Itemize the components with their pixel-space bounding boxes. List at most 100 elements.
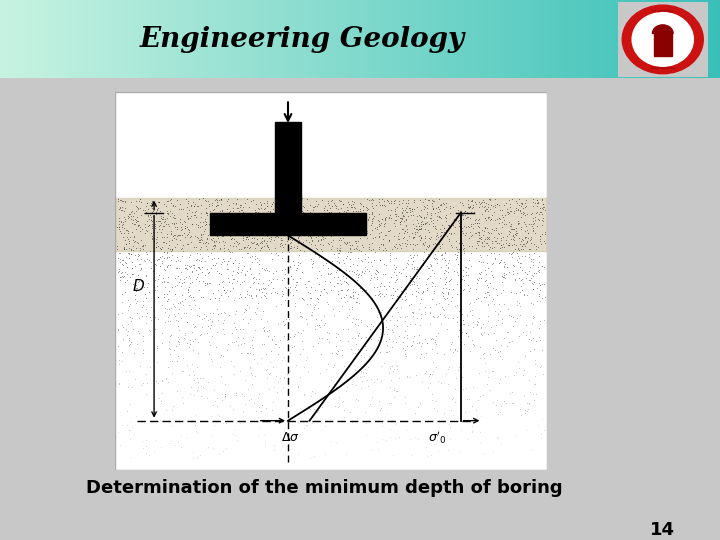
- Point: [294, 212, 305, 221]
- Point: [367, 213, 379, 222]
- Point: [422, 264, 433, 273]
- Point: [488, 225, 500, 234]
- Point: [334, 223, 346, 232]
- Point: [341, 312, 353, 321]
- Point: [226, 219, 238, 227]
- Point: [118, 244, 130, 253]
- Point: [118, 272, 130, 280]
- Point: [508, 235, 519, 244]
- Point: [239, 375, 251, 384]
- Point: [415, 321, 426, 329]
- Point: [217, 283, 228, 292]
- Point: [230, 217, 242, 226]
- Point: [517, 234, 528, 243]
- Point: [411, 224, 423, 233]
- Point: [192, 377, 204, 386]
- Point: [499, 273, 510, 282]
- Point: [238, 339, 249, 347]
- Point: [140, 250, 152, 259]
- Point: [371, 225, 382, 234]
- Point: [304, 294, 315, 302]
- Bar: [333, 0, 336, 78]
- Point: [328, 208, 339, 217]
- Point: [539, 426, 550, 435]
- Point: [367, 203, 379, 212]
- Point: [170, 234, 181, 243]
- Point: [278, 427, 289, 436]
- Point: [429, 209, 441, 218]
- Point: [420, 335, 431, 343]
- Bar: [533, 0, 535, 78]
- Point: [238, 392, 250, 401]
- Bar: [502, 0, 504, 78]
- Point: [122, 319, 134, 328]
- Point: [145, 264, 156, 272]
- Point: [175, 314, 186, 322]
- Bar: [5, 0, 7, 78]
- Point: [126, 250, 138, 259]
- Point: [113, 360, 125, 368]
- Point: [411, 272, 423, 281]
- Point: [186, 267, 198, 276]
- Point: [184, 261, 195, 270]
- Point: [295, 312, 307, 321]
- Point: [520, 239, 531, 247]
- Point: [458, 208, 469, 217]
- Point: [294, 214, 305, 223]
- Bar: [319, 0, 322, 78]
- Point: [264, 228, 275, 237]
- Point: [195, 233, 207, 241]
- Point: [145, 215, 157, 224]
- Point: [359, 342, 371, 350]
- Point: [216, 212, 228, 220]
- Point: [143, 212, 154, 221]
- Point: [385, 375, 397, 384]
- Point: [119, 267, 130, 276]
- Point: [534, 215, 545, 224]
- Point: [287, 256, 298, 265]
- Point: [210, 194, 222, 203]
- Point: [274, 239, 286, 248]
- Point: [197, 292, 209, 301]
- Point: [184, 272, 195, 280]
- Point: [237, 215, 248, 224]
- Point: [266, 248, 277, 257]
- Point: [290, 266, 302, 274]
- Point: [383, 398, 395, 407]
- Point: [181, 194, 192, 203]
- Point: [204, 321, 216, 329]
- Point: [196, 254, 207, 262]
- Point: [206, 236, 217, 245]
- Point: [116, 267, 127, 276]
- Point: [408, 233, 419, 241]
- Point: [138, 337, 149, 346]
- Point: [127, 258, 138, 266]
- Point: [209, 242, 220, 251]
- Point: [215, 351, 227, 360]
- Point: [474, 228, 485, 237]
- Point: [303, 218, 315, 226]
- Point: [535, 207, 546, 216]
- Point: [444, 422, 455, 431]
- Point: [441, 217, 452, 225]
- Point: [439, 256, 451, 265]
- Bar: [703, 0, 706, 78]
- Point: [539, 206, 551, 215]
- Point: [436, 255, 448, 264]
- Point: [424, 272, 436, 280]
- Point: [263, 384, 274, 393]
- Point: [418, 256, 429, 265]
- Point: [274, 230, 285, 238]
- Point: [510, 289, 521, 298]
- Bar: [420, 0, 423, 78]
- Point: [243, 221, 254, 230]
- Point: [449, 229, 460, 238]
- Point: [270, 232, 282, 241]
- Point: [399, 317, 410, 326]
- Point: [507, 231, 518, 240]
- Point: [366, 217, 377, 226]
- Point: [469, 228, 480, 237]
- Point: [284, 367, 296, 375]
- Point: [341, 217, 353, 226]
- Point: [372, 275, 383, 284]
